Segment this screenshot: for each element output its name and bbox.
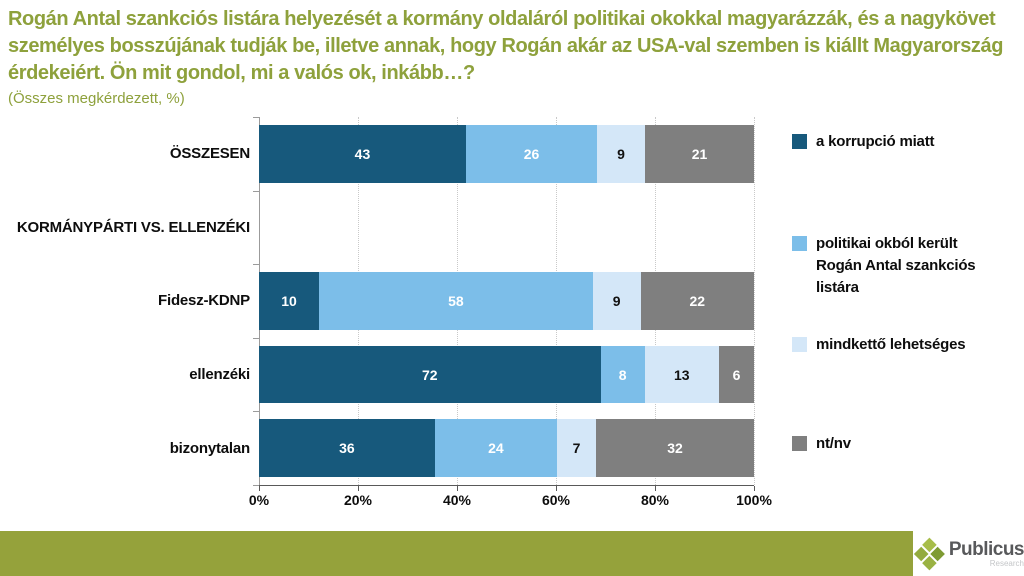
bar-value-label: 7 bbox=[572, 440, 581, 457]
bar-value-label: 43 bbox=[354, 145, 371, 162]
y-axis-tick bbox=[253, 190, 259, 192]
bar-segment: 8 bbox=[600, 345, 645, 404]
brand-text: Publicus Research bbox=[949, 540, 1024, 568]
x-axis-labels: 0% 20% 40% 60% 80% 100% bbox=[249, 492, 772, 510]
category-label: bizonytalan bbox=[169, 439, 251, 457]
x-axis-tick bbox=[655, 486, 656, 491]
publicus-diamonds-icon bbox=[913, 537, 945, 570]
brand-subtitle: Research bbox=[989, 558, 1024, 568]
category-label: Fidesz-KDNP bbox=[158, 292, 250, 310]
bar-value-label: 24 bbox=[488, 440, 504, 457]
chart-subtitle: (Összes megkérdezett, %) bbox=[8, 90, 185, 107]
x-axis-tick bbox=[259, 486, 260, 491]
bar-segment: 7 bbox=[557, 419, 597, 477]
bar-track bbox=[259, 199, 754, 257]
bar-segment: 58 bbox=[319, 272, 593, 330]
legend-label: nt/nv bbox=[816, 435, 851, 452]
category-label: ÖSSZESEN bbox=[169, 145, 250, 163]
chart-row: ellenzéki 72 8 13 6 bbox=[0, 338, 754, 412]
x-axis-tick bbox=[457, 486, 458, 491]
bar-track: 72 8 13 6 bbox=[259, 345, 754, 404]
legend-swatch-pale-blue bbox=[792, 337, 807, 352]
category-label: ellenzéki bbox=[189, 366, 250, 384]
y-axis-tick bbox=[253, 411, 259, 413]
stacked-bar-chart: ÖSSZESEN 43 26 9 21 KORMÁNYPÁRTI VS. ELLENZÉK… bbox=[0, 117, 755, 491]
chart-row: Fidesz-KDNP 10 58 9 22 bbox=[0, 264, 754, 338]
bar-value-label: 22 bbox=[689, 292, 706, 309]
x-axis-tick bbox=[358, 486, 359, 491]
legend-swatch-dark-blue bbox=[792, 134, 807, 149]
legend-swatch-gray bbox=[792, 436, 807, 451]
footer-accent-bar bbox=[0, 531, 913, 576]
legend-item-korrupcio: a korrupció miatt bbox=[792, 131, 934, 153]
bar-segment: 32 bbox=[596, 419, 754, 477]
bar-segment: 72 bbox=[259, 345, 601, 404]
x-axis-tick-label: 20% bbox=[343, 492, 373, 508]
bar-value-label: 6 bbox=[732, 366, 741, 383]
bar-segment: 24 bbox=[434, 419, 558, 477]
x-axis-tick-label: 0% bbox=[248, 492, 270, 508]
chart-row: ÖSSZESEN 43 26 9 21 bbox=[0, 117, 754, 191]
y-axis-tick bbox=[253, 337, 259, 339]
x-axis-tick bbox=[556, 486, 557, 491]
x-axis-line bbox=[259, 485, 754, 486]
legend-item-ntnv: nt/nv bbox=[792, 433, 851, 455]
x-axis-tick-label: 40% bbox=[442, 492, 472, 508]
bar-value-label: 10 bbox=[281, 292, 297, 309]
legend-item-politikai: politikai okból került Rogán Antal szank… bbox=[792, 233, 976, 299]
bar-segment: 10 bbox=[259, 272, 320, 330]
category-label: KORMÁNYPÁRTI VS. ELLENZÉKI bbox=[16, 218, 250, 236]
y-axis-tick bbox=[253, 117, 259, 118]
legend-swatch-light-blue bbox=[792, 236, 807, 251]
bar-value-label: 72 bbox=[422, 366, 438, 383]
chart-title: Rogán Antal szankciós listára helyezését… bbox=[8, 8, 1004, 84]
x-axis-tick-label: 80% bbox=[640, 492, 670, 508]
legend-label: politikai okból került Rogán Antal szank… bbox=[816, 235, 976, 296]
chart-row: bizonytalan 36 24 7 32 bbox=[0, 411, 754, 485]
chart-row: KORMÁNYPÁRTI VS. ELLENZÉKI bbox=[0, 191, 754, 265]
bar-segment: 26 bbox=[465, 125, 598, 183]
bar-value-label: 36 bbox=[339, 440, 355, 457]
bar-segment: 43 bbox=[259, 125, 466, 183]
legend-label: mindkettő lehetséges bbox=[816, 336, 966, 353]
bar-value-label: 32 bbox=[667, 440, 683, 457]
bar-value-label: 13 bbox=[674, 366, 690, 383]
bar-value-label: 26 bbox=[523, 145, 540, 162]
brand-name: Publicus bbox=[948, 538, 1024, 560]
bar-segment: 9 bbox=[592, 272, 641, 330]
legend-label: a korrupció miatt bbox=[816, 133, 935, 150]
bar-segment: 36 bbox=[259, 419, 435, 477]
y-axis-tick bbox=[253, 264, 259, 266]
bar-value-label: 58 bbox=[448, 292, 464, 309]
gridline bbox=[754, 117, 755, 485]
x-axis-tick bbox=[754, 486, 755, 491]
bar-value-label: 21 bbox=[691, 145, 708, 162]
y-axis-tick bbox=[253, 485, 259, 486]
x-axis-tick-label: 100% bbox=[736, 492, 772, 508]
bar-segment: 6 bbox=[719, 345, 754, 404]
bar-value-label: 9 bbox=[612, 292, 621, 309]
legend-item-mindketto: mindkettő lehetséges bbox=[792, 334, 966, 356]
plot-rows: ÖSSZESEN 43 26 9 21 KORMÁNYPÁRTI VS. ELLENZÉK… bbox=[0, 117, 754, 485]
bar-segment: 9 bbox=[597, 125, 645, 183]
bar-value-label: 9 bbox=[617, 145, 625, 162]
bar-track: 43 26 9 21 bbox=[259, 125, 754, 183]
bar-segment: 21 bbox=[644, 125, 754, 183]
publicus-logo: Publicus Research bbox=[913, 531, 1024, 576]
bar-track: 36 24 7 32 bbox=[259, 419, 754, 477]
bar-value-label: 8 bbox=[618, 366, 627, 383]
bar-segment: 22 bbox=[640, 272, 754, 330]
bar-segment: 13 bbox=[644, 345, 720, 404]
x-axis-tick-label: 60% bbox=[541, 492, 571, 508]
bar-track: 10 58 9 22 bbox=[259, 272, 754, 330]
